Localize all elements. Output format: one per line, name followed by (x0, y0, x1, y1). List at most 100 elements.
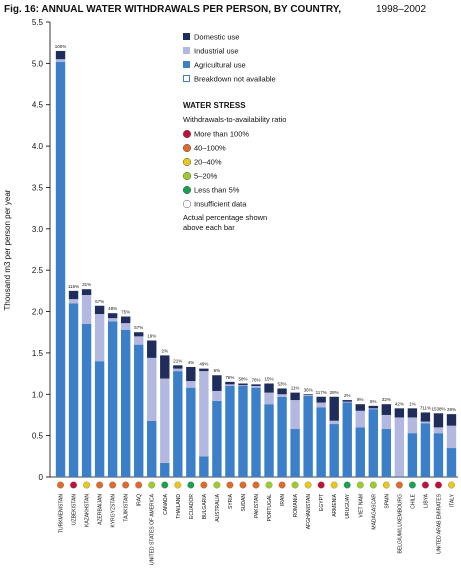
bar-segment (290, 429, 300, 477)
stress-note: Actual percentage shown (183, 213, 267, 222)
x-tick-label: UNITED STATES OF AMERICA (150, 493, 156, 565)
stress-dot (330, 481, 338, 489)
bar-segment (160, 355, 170, 379)
stress-dot (57, 481, 64, 489)
x-tick-label: SPAIN (384, 494, 390, 509)
stress-legend-label: Insufficient data (194, 200, 247, 209)
percent-label: 49% (199, 362, 208, 367)
stress-dot (122, 481, 130, 489)
percent-label: 116% (68, 284, 79, 289)
stress-dot (135, 481, 143, 489)
percent-label: 58% (238, 377, 247, 382)
percent-label: 42% (395, 401, 404, 406)
bar-segment (186, 387, 196, 477)
percent-label: 100% (55, 44, 67, 49)
stress-dot (174, 481, 182, 489)
percent-label: 1538% (431, 406, 445, 411)
bar-segment (381, 404, 392, 415)
stress-dot (213, 481, 221, 489)
stress-dot (356, 481, 364, 489)
x-tick-label: ROMANIA (293, 493, 299, 517)
bar-segment (433, 427, 444, 434)
stress-legend-dot (182, 199, 192, 209)
y-axis-label: Thousand m3 per person per year (3, 189, 12, 310)
bar-segment (407, 433, 418, 477)
stress-dot (408, 481, 416, 489)
stress-dot (291, 481, 299, 489)
percent-label: 8% (357, 397, 364, 402)
y-tick-label: 4.0 (32, 142, 44, 151)
y-tick-label: 1.0 (32, 390, 44, 399)
stress-dot (200, 481, 208, 489)
chart-title-years: 1998–2002 (376, 4, 426, 15)
stress-dot (435, 481, 442, 489)
y-tick-label: 0 (39, 473, 44, 482)
stress-legend-label: More than 100% (194, 130, 249, 139)
x-tick-label: VIET NAM (358, 494, 364, 518)
bar-segment (264, 404, 274, 477)
bar-segment (186, 366, 196, 382)
bar-segment (329, 396, 339, 421)
bar-segment (368, 408, 378, 410)
percent-label: 19% (147, 334, 156, 339)
percent-label: 48% (108, 306, 117, 311)
stress-dot (304, 481, 312, 489)
y-tick-label: 3.5 (32, 183, 44, 192)
bar-segment (134, 336, 144, 345)
legend-swatch (183, 75, 190, 82)
bar-segment (55, 59, 66, 62)
x-tick-label: UZBEKISTAN (72, 494, 78, 525)
bar-segment (251, 384, 261, 386)
stress-dot (109, 481, 117, 489)
stress-subtitle: Withdrawals-to-availability ratio (183, 115, 286, 124)
stress-note: above each bar (183, 223, 235, 232)
bar-segment (134, 332, 144, 337)
bar-segment (238, 385, 248, 386)
x-tick-label: LIBYA (423, 493, 429, 507)
bar-segment (342, 401, 352, 403)
percent-label: 1% (409, 401, 416, 406)
percent-label: 5% (370, 399, 377, 404)
bar-segment (120, 323, 131, 330)
bar-segment (225, 384, 235, 386)
stress-dot (161, 481, 169, 489)
stress-dot (96, 481, 104, 489)
percent-label: 6% (214, 368, 221, 373)
stress-legend-dot (182, 143, 192, 153)
bar-segment (199, 371, 209, 457)
bar-segment (381, 429, 392, 477)
bar-segment (160, 462, 170, 477)
bar-segment (342, 402, 352, 477)
bar-segment (290, 392, 300, 401)
bar-segment (225, 386, 235, 477)
bar-segment (173, 365, 183, 369)
bar-segment (186, 381, 196, 388)
stress-dot (239, 481, 247, 489)
bar-segment (173, 368, 183, 372)
percent-label: 31% (82, 282, 91, 287)
percent-label: 53% (278, 381, 287, 386)
y-tick-label: 3.0 (32, 225, 44, 234)
bar-segment (94, 305, 105, 315)
bar-segment (277, 396, 287, 477)
x-tick-label: MADAGASCAR (371, 494, 377, 530)
bar-segment (160, 378, 170, 463)
bar-segment (446, 448, 457, 477)
bar-segment (134, 344, 144, 477)
bar-segment (212, 390, 222, 401)
bar-segment (277, 394, 287, 397)
y-tick-label: 4.5 (32, 101, 44, 110)
chart-title: Fig. 16: ANNUAL WATER WITHDRAWALS PER PE… (4, 4, 341, 15)
bar-segment (68, 303, 79, 477)
bar-segment (120, 316, 131, 324)
y-tick-label: 2.0 (32, 308, 44, 317)
stress-legend-label: Less than 5% (194, 186, 240, 195)
bar-segment (329, 420, 339, 425)
bar-segment (251, 387, 261, 477)
stress-legend-dot (182, 185, 192, 195)
percent-label: 75% (121, 310, 130, 315)
bar-segment (316, 402, 326, 408)
bar-segment (394, 476, 405, 477)
percent-label: 21% (173, 358, 182, 363)
